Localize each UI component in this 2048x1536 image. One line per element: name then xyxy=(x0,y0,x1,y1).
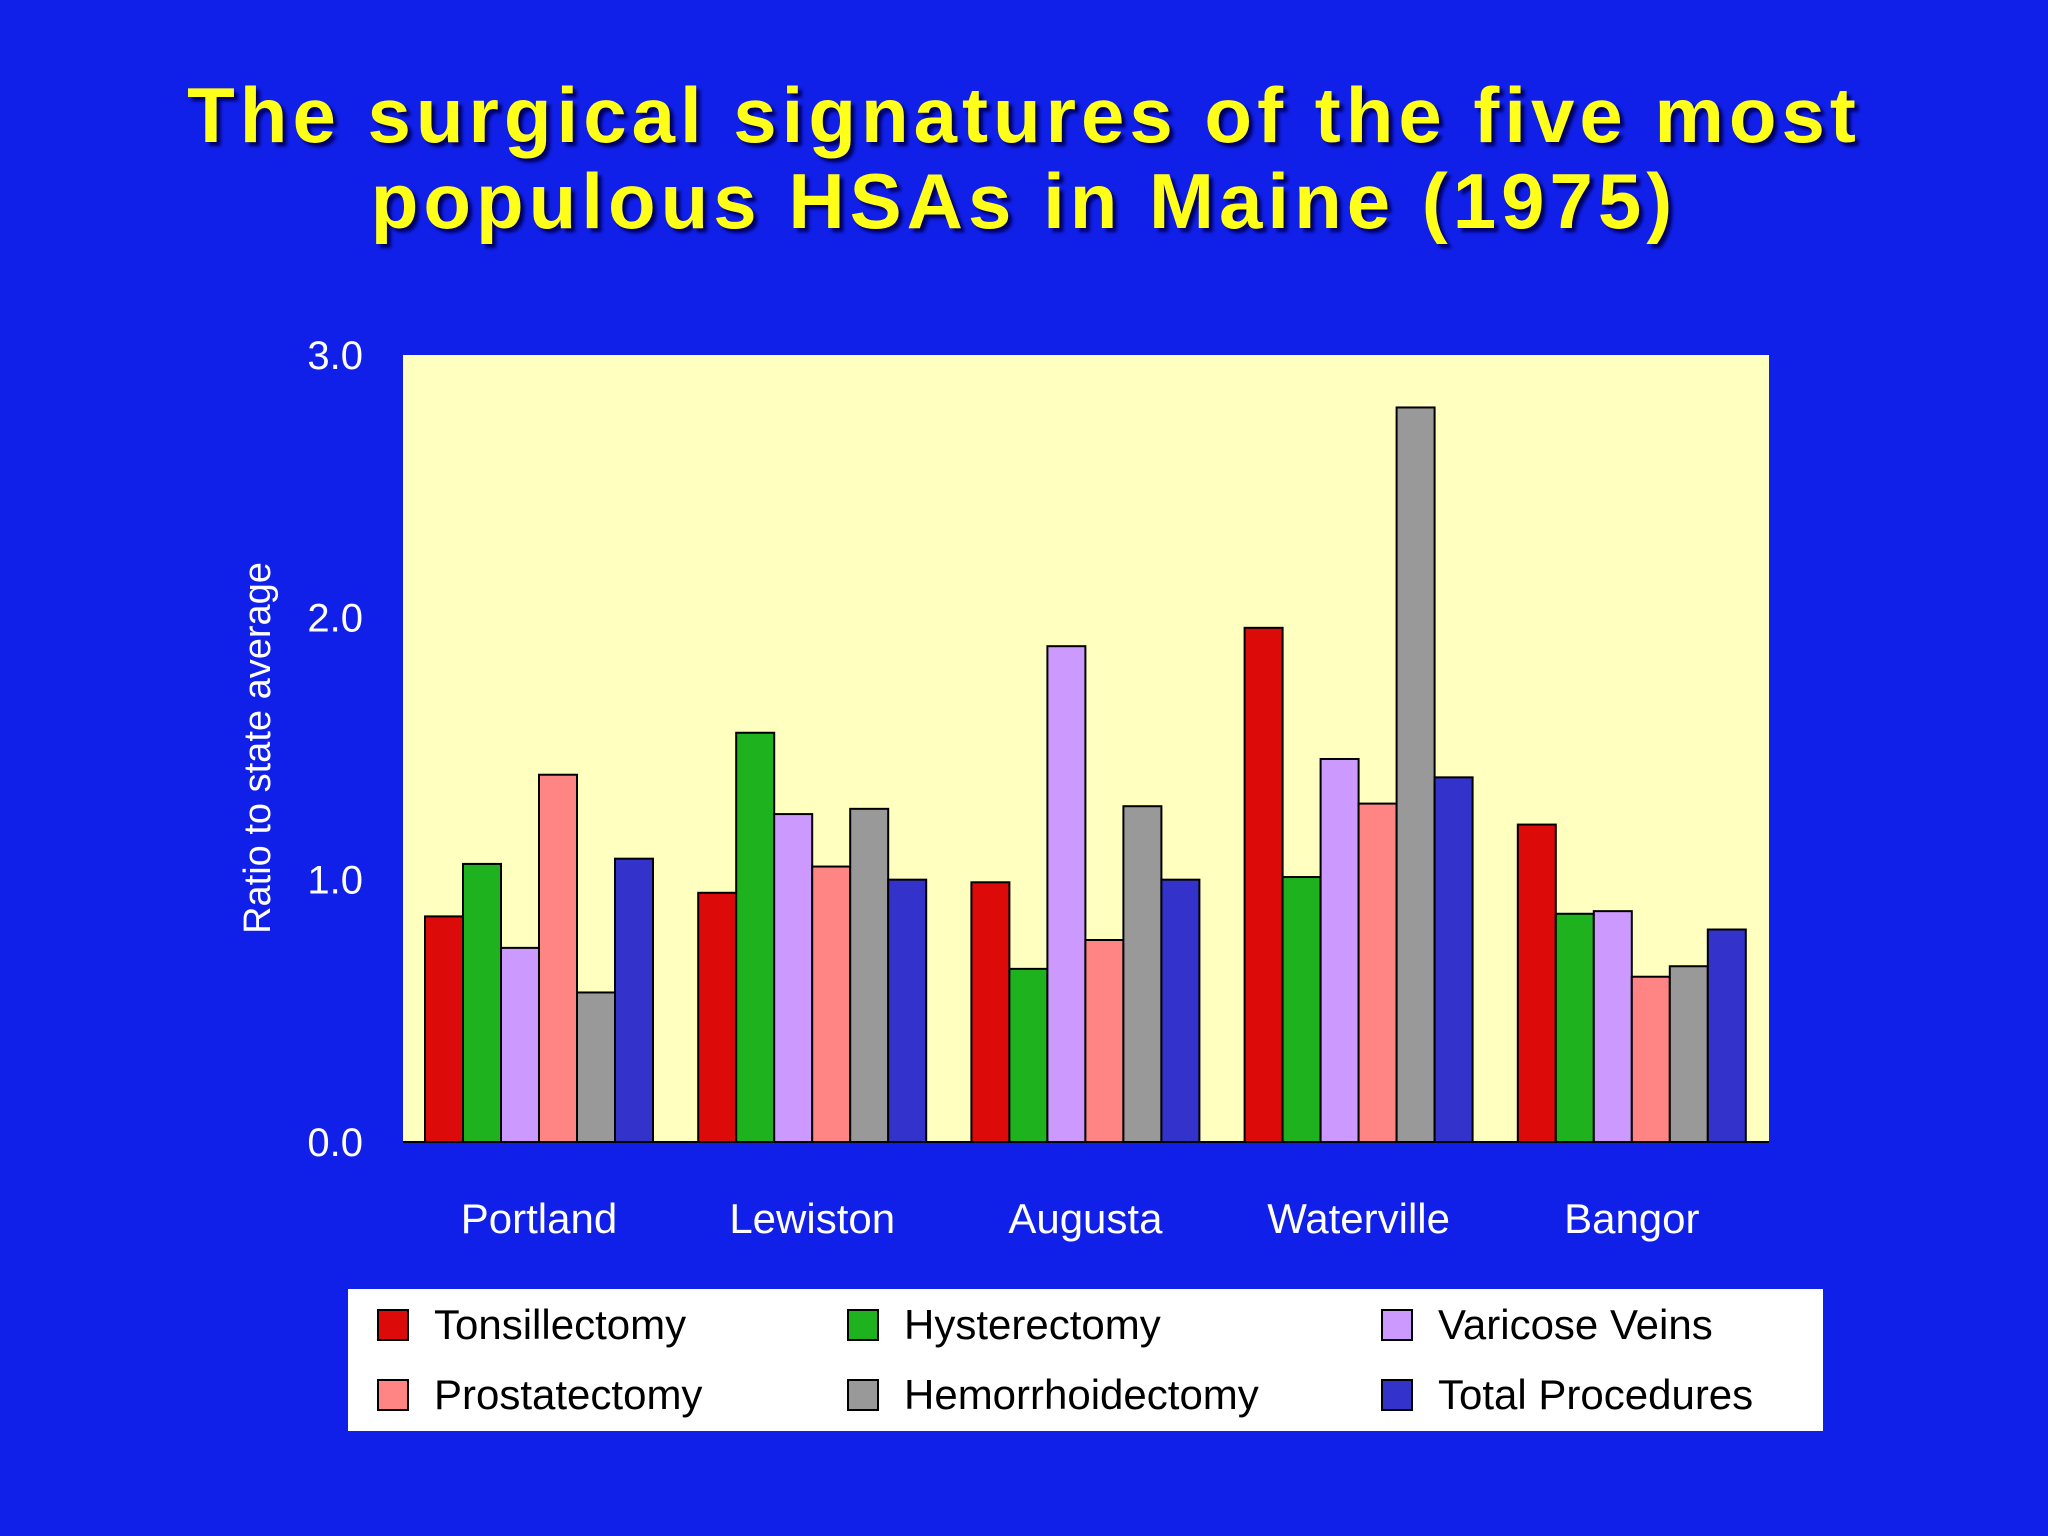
bar-group-lewiston xyxy=(697,731,928,1144)
chart-title-line-2: populous HSAs in Maine (1975) xyxy=(370,157,1678,245)
legend-box xyxy=(348,1289,1823,1431)
bar-prostatectomy-augusta xyxy=(1084,939,1125,1144)
bar-varicose-veins-augusta xyxy=(1046,645,1087,1143)
bar-series-group xyxy=(403,406,1769,1144)
bar-group-augusta xyxy=(970,645,1201,1144)
y-tick-label: 2.0 xyxy=(307,596,363,640)
legend-label: Tonsillectomy xyxy=(434,1301,686,1348)
bar-hemorrhoidectomy-augusta xyxy=(1122,805,1163,1143)
bar-group-portland xyxy=(424,773,654,1144)
bar-hemorrhoidectomy-waterville xyxy=(1395,406,1436,1143)
legend-swatch-varicose-veins xyxy=(1381,1309,1413,1341)
y-tick-label: 3.0 xyxy=(307,334,363,378)
x-tick-label: Portland xyxy=(461,1195,617,1242)
bar-hysterectomy-augusta xyxy=(1008,967,1049,1143)
y-tick-label: 1.0 xyxy=(307,859,363,903)
x-axis-ticks: Portland Lewiston Augusta Waterville Bangor xyxy=(461,1195,1700,1242)
bar-total-procedures-lewiston xyxy=(887,878,928,1144)
x-tick-label: Bangor xyxy=(1564,1195,1699,1242)
bar-total-procedures-waterville xyxy=(1433,776,1474,1144)
legend-label: Total Procedures xyxy=(1438,1371,1753,1418)
legend: Tonsillectomy Hysterectomy Varicose Veins P… xyxy=(348,1289,1823,1431)
legend-swatch-total-procedures xyxy=(1381,1379,1413,1411)
y-axis-ticks: 0.0 1.0 2.0 3.0 xyxy=(307,334,363,1165)
x-tick-label: Augusta xyxy=(1008,1195,1163,1242)
legend-label: Prostatectomy xyxy=(434,1371,702,1418)
legend-label: Hysterectomy xyxy=(904,1301,1161,1348)
legend-items: Tonsillectomy Hysterectomy Varicose Veins P… xyxy=(377,1301,1753,1418)
bar-tonsillectomy-portland xyxy=(424,915,464,1143)
x-tick-label: Lewiston xyxy=(729,1195,895,1242)
bar-hemorrhoidectomy-portland xyxy=(576,991,616,1143)
bar-prostatectomy-waterville xyxy=(1357,802,1398,1144)
bar-hysterectomy-lewiston xyxy=(735,731,776,1143)
bar-hysterectomy-bangor xyxy=(1554,912,1595,1144)
bar-varicose-veins-waterville xyxy=(1319,757,1360,1143)
bar-hemorrhoidectomy-bangor xyxy=(1668,965,1709,1144)
chart-title: The surgical signatures of the five most… xyxy=(0,72,2048,244)
bar-prostatectomy-lewiston xyxy=(811,865,852,1143)
bar-group-bangor xyxy=(1516,823,1747,1144)
bar-tonsillectomy-augusta xyxy=(970,881,1011,1143)
bar-tonsillectomy-bangor xyxy=(1516,823,1557,1143)
bar-prostatectomy-bangor xyxy=(1630,975,1671,1143)
legend-swatch-hemorrhoidectomy xyxy=(847,1379,879,1411)
bar-varicose-veins-portland xyxy=(500,946,540,1144)
bar-prostatectomy-portland xyxy=(538,773,578,1143)
bar-hysterectomy-portland xyxy=(462,862,502,1144)
bar-hysterectomy-waterville xyxy=(1281,876,1322,1143)
bar-varicose-veins-bangor xyxy=(1592,910,1633,1143)
bar-tonsillectomy-lewiston xyxy=(697,891,738,1143)
y-axis-label: Ratio to state average xyxy=(237,562,279,934)
legend-swatch-prostatectomy xyxy=(377,1379,409,1411)
bar-total-procedures-portland xyxy=(614,857,654,1143)
legend-swatch-hysterectomy xyxy=(847,1309,879,1341)
bar-total-procedures-augusta xyxy=(1160,878,1201,1144)
legend-label: Hemorrhoidectomy xyxy=(904,1371,1259,1418)
bar-hemorrhoidectomy-lewiston xyxy=(849,807,890,1143)
legend-swatch-tonsillectomy xyxy=(377,1309,409,1341)
legend-label: Varicose Veins xyxy=(1438,1301,1713,1348)
bar-group-waterville xyxy=(1243,406,1474,1144)
chart-title-line-1: The surgical signatures of the five most xyxy=(187,71,1861,159)
bar-total-procedures-bangor xyxy=(1706,928,1747,1144)
bar-tonsillectomy-waterville xyxy=(1243,626,1284,1143)
y-tick-label: 0.0 xyxy=(307,1121,363,1165)
bar-varicose-veins-lewiston xyxy=(773,813,814,1143)
x-tick-label: Waterville xyxy=(1267,1195,1450,1242)
